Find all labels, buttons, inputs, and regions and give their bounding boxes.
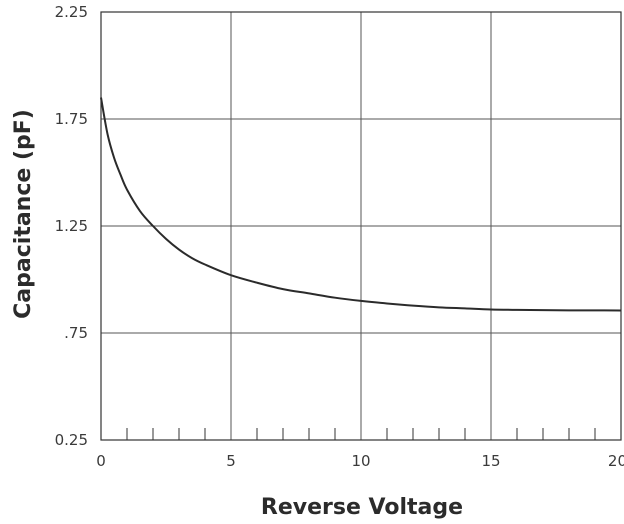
x-axis-title: Reverse Voltage (261, 495, 463, 520)
y-axis-title: Capacitance (pF) (11, 109, 36, 319)
x-tick-label: 10 (351, 452, 370, 470)
series-layer (100, 97, 622, 312)
x-axis-tick-labels: 0 5 10 15 20 (96, 452, 624, 470)
x-tick-label: 20 (608, 452, 624, 470)
y-tick-label: 1.75 (55, 110, 88, 128)
capacitance-curve (100, 97, 622, 312)
y-tick-label: 1.25 (55, 217, 88, 235)
plot-area-frame (100, 11, 622, 441)
grid-lines (100, 11, 622, 441)
x-tick-label: 15 (481, 452, 500, 470)
y-tick-label: 0.25 (55, 431, 88, 449)
x-tick-label: 5 (226, 452, 236, 470)
x-tick-label: 0 (96, 452, 106, 470)
y-axis-tick-labels: 0.25 .75 1.25 1.75 2.25 (55, 3, 88, 449)
y-tick-label: .75 (64, 324, 88, 342)
y-tick-label: 2.25 (55, 3, 88, 21)
x-minor-ticks (126, 428, 596, 440)
